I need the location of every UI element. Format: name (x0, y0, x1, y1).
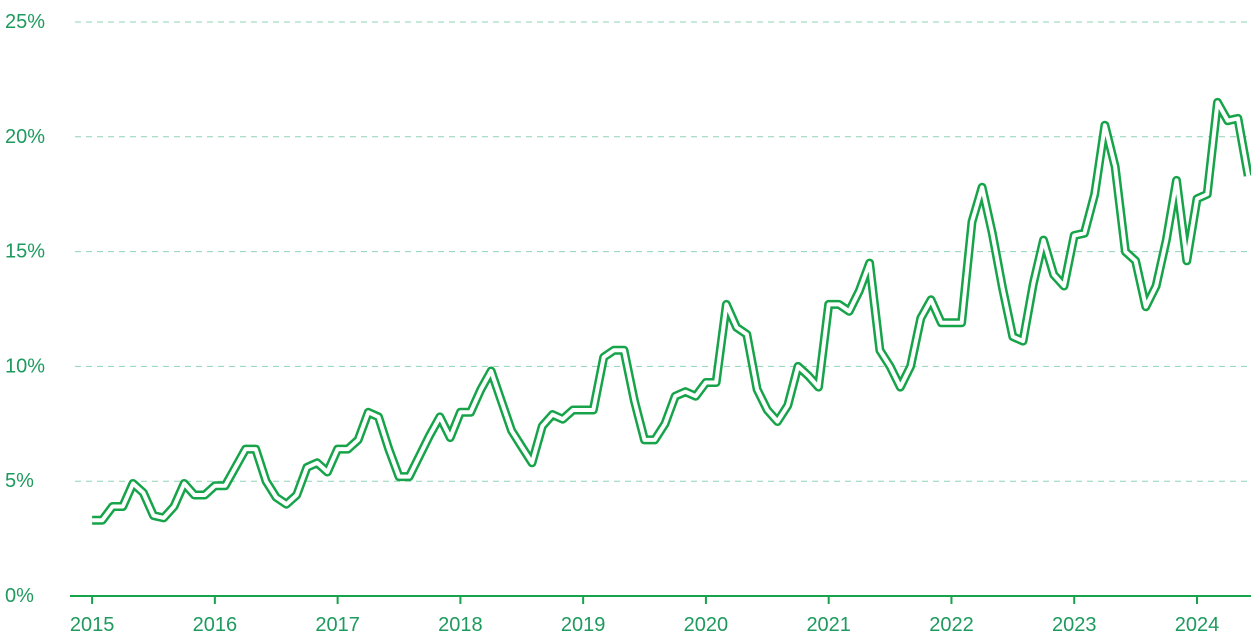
y-tick-label: 0% (5, 585, 34, 607)
y-tick-label: 5% (5, 470, 34, 492)
x-tick-label: 2021 (806, 614, 851, 636)
line-outline (92, 97, 1251, 525)
x-tick-label: 2017 (315, 614, 360, 636)
x-tick-label: 2019 (561, 614, 606, 636)
y-tick-label: 20% (5, 126, 45, 148)
x-tick-label: 2022 (929, 614, 974, 636)
y-tick-label: 10% (5, 355, 45, 377)
y-tick-label: 25% (5, 11, 45, 33)
x-tick-label: 2016 (193, 614, 238, 636)
x-tick-label: 2023 (1052, 614, 1097, 636)
y-tick-label: 15% (5, 241, 45, 263)
x-tick-label: 2015 (70, 614, 115, 636)
x-tick-label: 2018 (438, 614, 483, 636)
x-tick-label: 2024 (1175, 614, 1220, 636)
x-tick-label: 2020 (684, 614, 729, 636)
line-inner (92, 100, 1251, 523)
